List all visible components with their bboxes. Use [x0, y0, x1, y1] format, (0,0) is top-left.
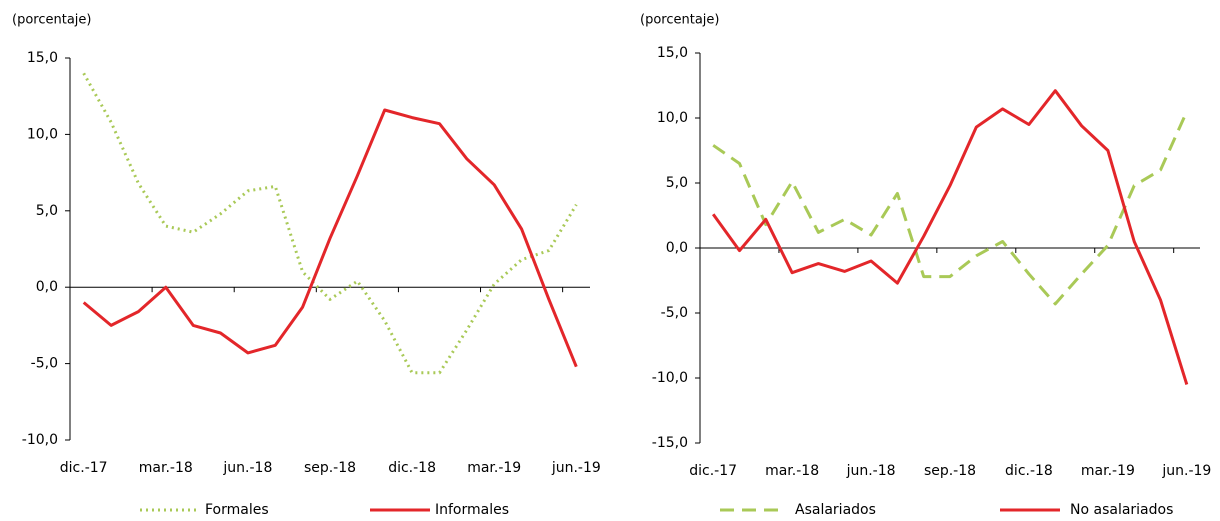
- y-tick-label: 10,0: [657, 110, 688, 126]
- x-tick-label: dic.-17: [689, 463, 737, 479]
- x-tick-label: jun.-19: [1161, 463, 1211, 479]
- y-tick-label: -5,0: [661, 305, 688, 321]
- y-tick-label: 10,0: [27, 126, 58, 142]
- legend-label: Asalariados: [795, 502, 876, 518]
- y-tick-label: 5,0: [666, 175, 688, 191]
- y-axis-label: (porcentaje): [640, 13, 719, 28]
- y-tick-label: -5,0: [31, 356, 58, 372]
- x-tick-label: jun.-18: [222, 460, 272, 476]
- y-tick-label: 15,0: [27, 50, 58, 66]
- x-tick-label: mar.-18: [765, 463, 819, 479]
- y-tick-label: 0,0: [36, 279, 58, 295]
- legend-label: No asalariados: [1070, 502, 1173, 518]
- x-tick-label: mar.-19: [1081, 463, 1135, 479]
- x-tick-label: jun.-19: [551, 460, 601, 476]
- y-tick-label: -10,0: [652, 370, 688, 386]
- y-axis-label: (porcentaje): [12, 13, 91, 28]
- x-tick-label: sep.-18: [924, 463, 976, 479]
- legend-label: Formales: [205, 502, 269, 518]
- x-tick-label: sep.-18: [304, 460, 356, 476]
- series-line: [82, 108, 578, 368]
- x-tick-label: jun.-18: [846, 463, 896, 479]
- x-tick-label: mar.-19: [467, 460, 521, 476]
- x-tick-label: dic.-17: [60, 460, 108, 476]
- series-line: [711, 89, 1189, 385]
- y-tick-label: 15,0: [657, 45, 688, 61]
- x-tick-label: mar.-18: [139, 460, 193, 476]
- x-tick-label: dic.-18: [1005, 463, 1053, 479]
- series-line: [712, 110, 1189, 306]
- series-line: [82, 72, 578, 375]
- legend-label: Informales: [435, 502, 509, 518]
- y-tick-label: -10,0: [22, 432, 58, 448]
- y-tick-label: -15,0: [652, 435, 688, 451]
- y-tick-label: 0,0: [666, 240, 688, 256]
- y-tick-label: 5,0: [36, 203, 58, 219]
- x-tick-label: dic.-18: [388, 460, 436, 476]
